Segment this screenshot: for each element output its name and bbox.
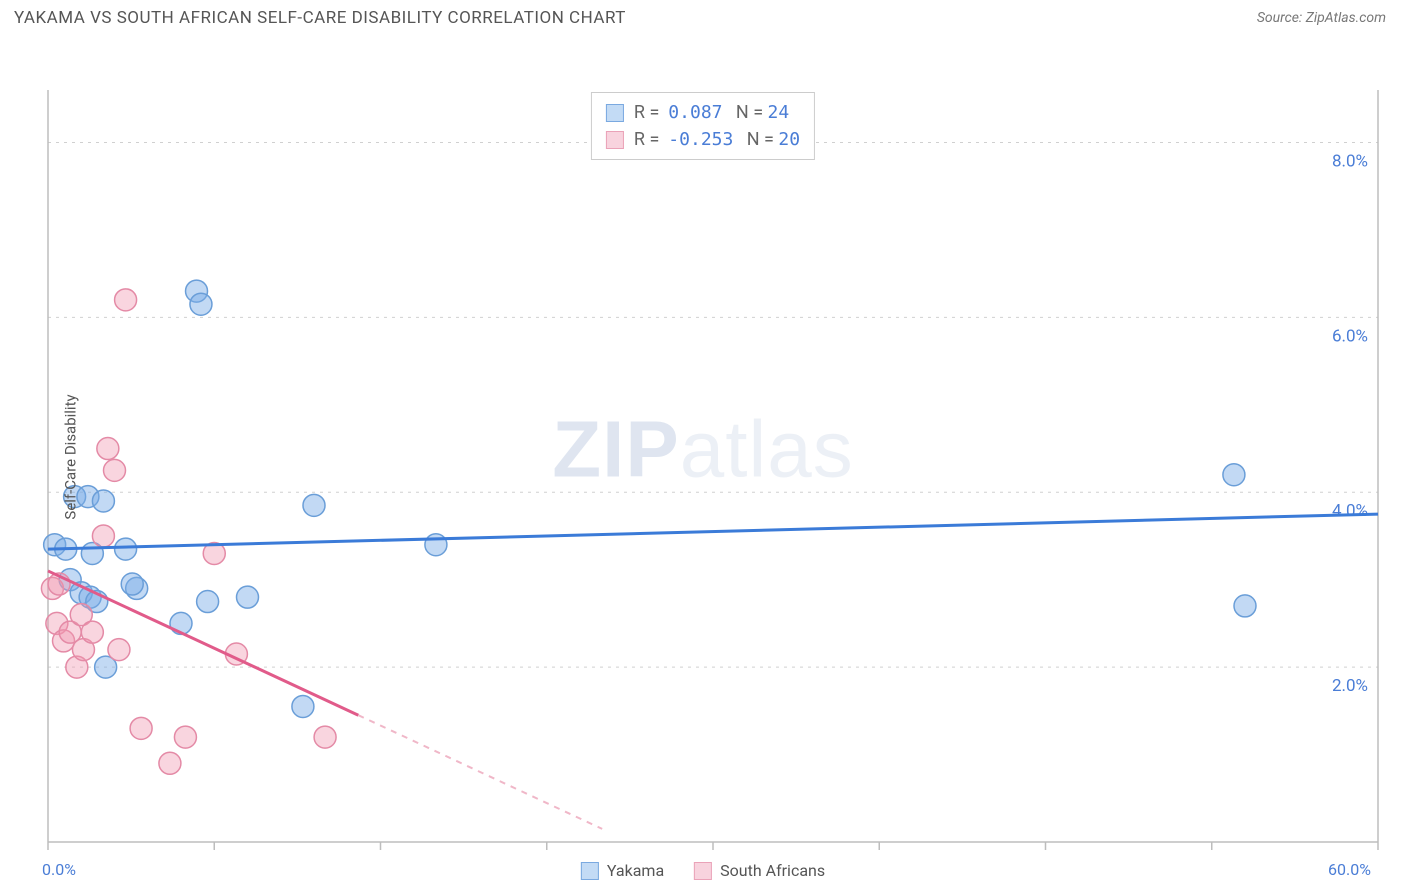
y-grid-label: 2.0%: [1332, 676, 1368, 696]
data-point: [121, 573, 143, 595]
y-grid-label: 4.0%: [1332, 501, 1368, 521]
y-grid-label: 8.0%: [1332, 151, 1368, 171]
bottom-legend: Yakama South Africans: [581, 861, 825, 880]
data-point: [197, 591, 219, 613]
data-point: [190, 293, 212, 315]
y-grid-label: 6.0%: [1332, 326, 1368, 346]
chart-title: YAKAMA VS SOUTH AFRICAN SELF-CARE DISABI…: [14, 8, 626, 28]
data-point: [97, 438, 119, 460]
legend-stat-row: R = -0.253 N = 20: [606, 126, 800, 153]
legend-swatch-icon: [694, 862, 712, 880]
data-point: [108, 639, 130, 661]
chart-source: Source: ZipAtlas.com: [1257, 10, 1386, 26]
data-point: [130, 717, 152, 739]
x-axis-min-label: 0.0%: [42, 860, 76, 879]
legend-label: South Africans: [720, 861, 825, 880]
legend-stat-text: R = -0.253 N = 20: [634, 126, 800, 153]
legend-stats-box: R = 0.087 N = 24R = -0.253 N = 20: [591, 92, 815, 160]
data-point: [104, 459, 126, 481]
data-point: [1234, 595, 1256, 617]
data-point: [115, 538, 137, 560]
data-point: [170, 612, 192, 634]
legend-swatch-icon: [581, 862, 599, 880]
legend-stat-text: R = 0.087 N = 24: [634, 99, 789, 126]
data-point: [314, 726, 336, 748]
legend-stat-row: R = 0.087 N = 24: [606, 99, 800, 126]
y-axis-label: Self-Care Disability: [62, 394, 80, 519]
data-point: [425, 534, 447, 556]
data-point: [303, 494, 325, 516]
data-point: [81, 621, 103, 643]
data-point: [237, 586, 259, 608]
data-point: [159, 752, 181, 774]
data-point: [292, 695, 314, 717]
legend-swatch-icon: [606, 104, 624, 122]
chart-area: Self-Care Disability ZIPatlas 2.0%4.0%6.…: [0, 32, 1406, 882]
data-point: [92, 525, 114, 547]
bottom-legend-item: South Africans: [694, 861, 825, 880]
data-point: [115, 289, 137, 311]
data-point: [174, 726, 196, 748]
bottom-legend-item: Yakama: [581, 861, 664, 880]
legend-swatch-icon: [606, 131, 624, 149]
legend-label: Yakama: [607, 861, 664, 880]
x-axis-max-label: 60.0%: [1328, 860, 1371, 879]
data-point: [1223, 464, 1245, 486]
data-point: [92, 490, 114, 512]
chart-header: YAKAMA VS SOUTH AFRICAN SELF-CARE DISABI…: [0, 0, 1406, 32]
